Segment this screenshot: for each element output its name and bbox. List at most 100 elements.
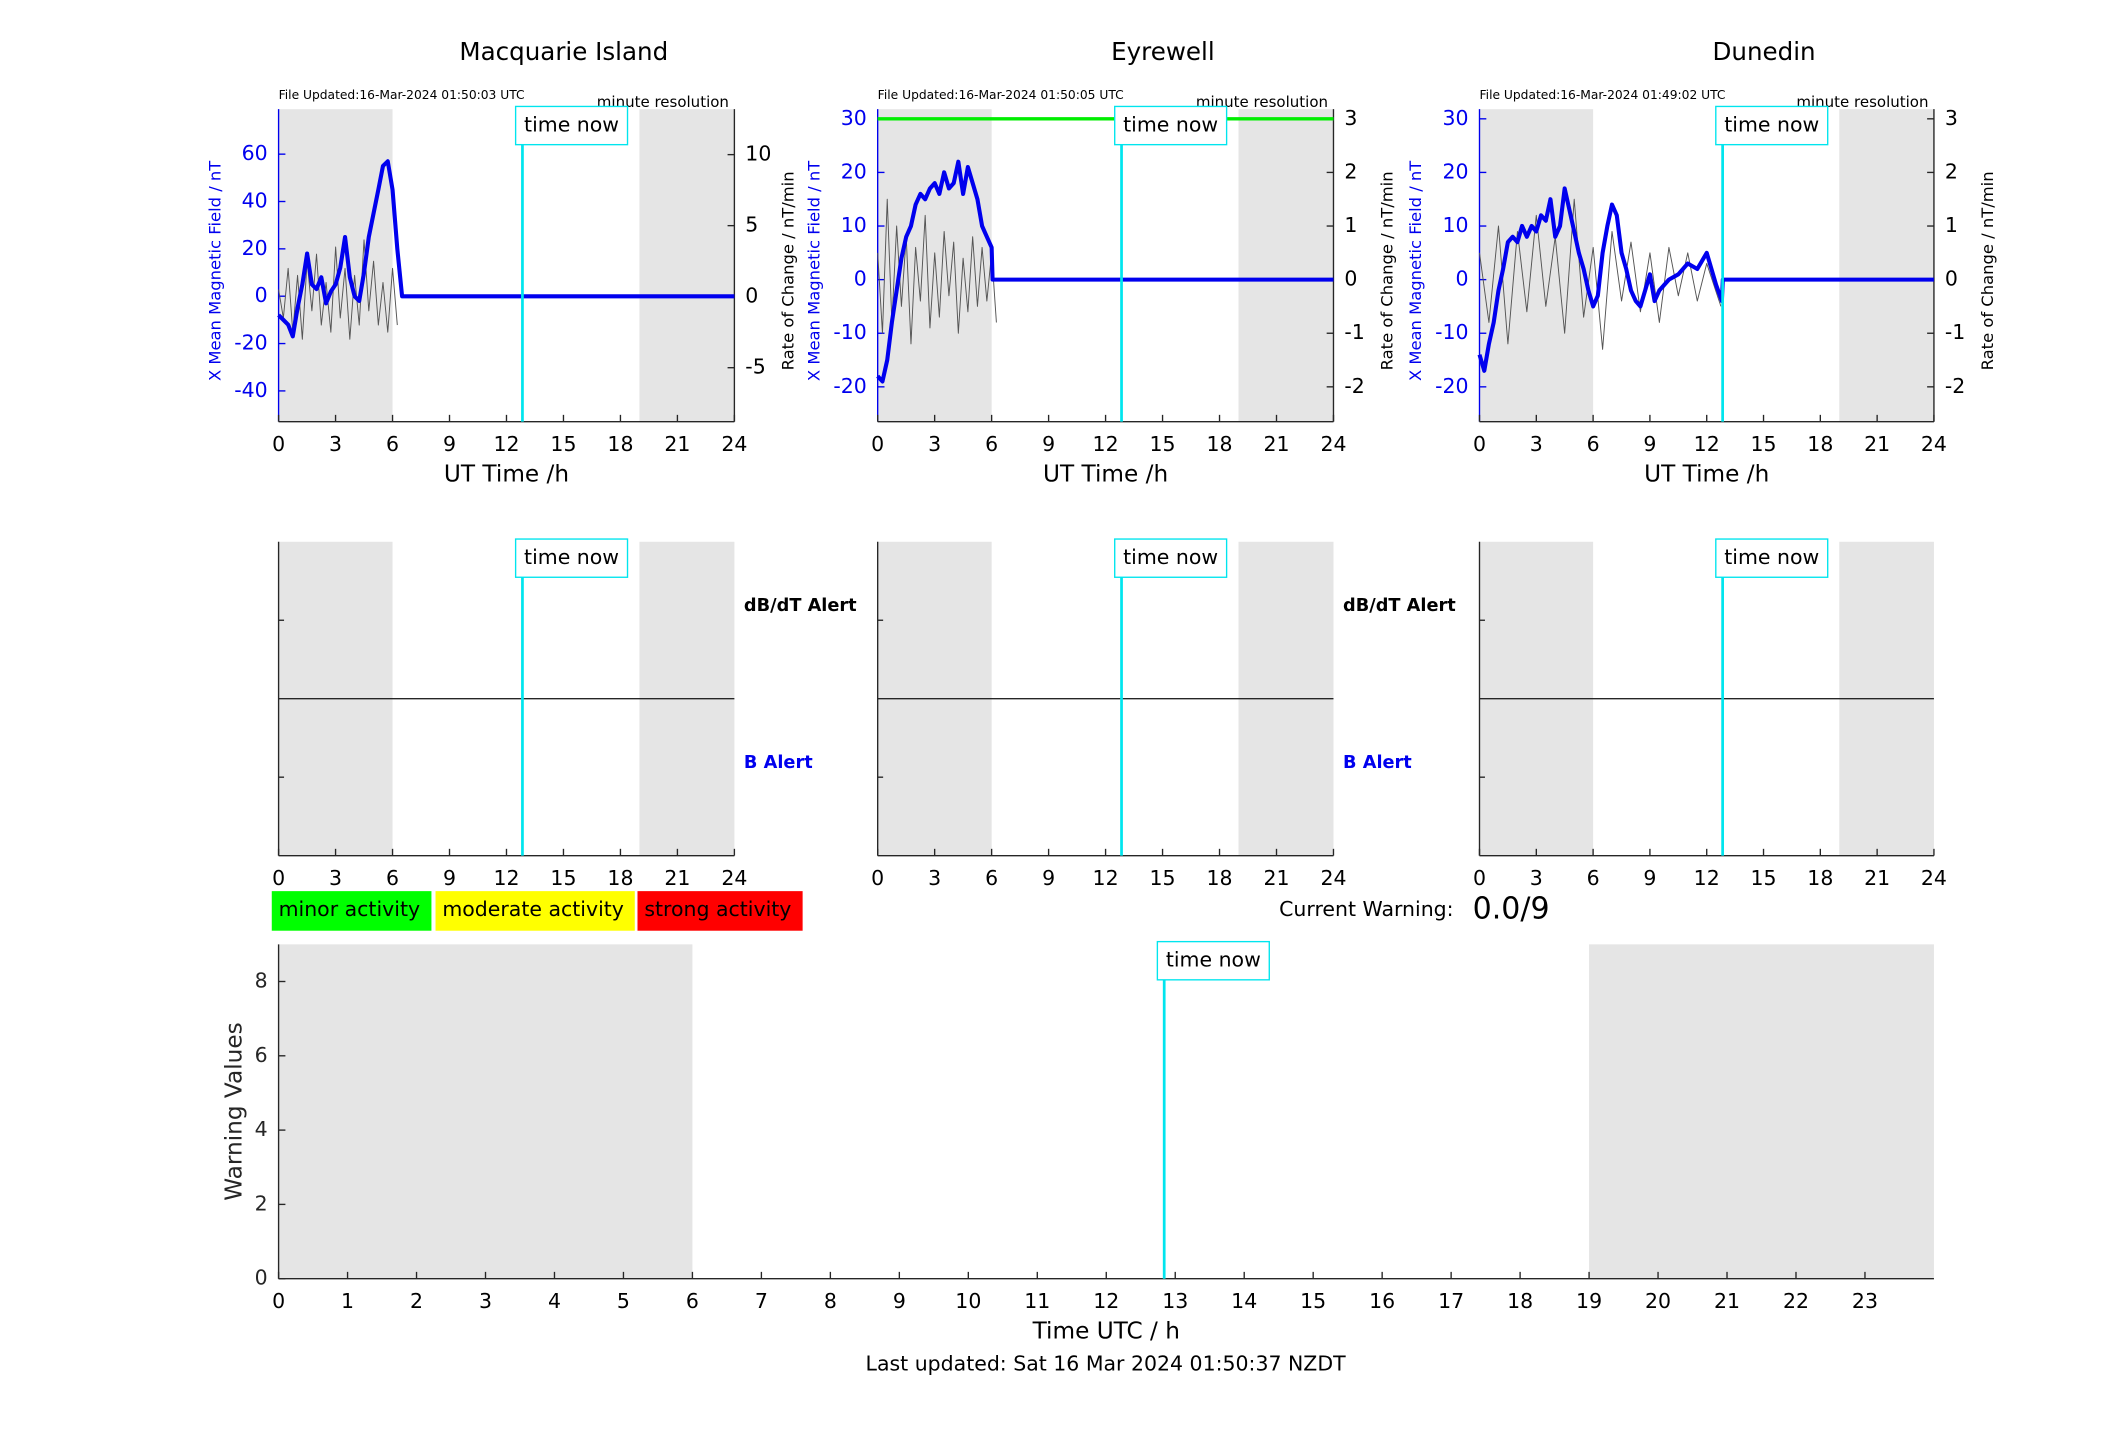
x-tick-label: 19 xyxy=(1576,1289,1602,1313)
y2-tick-label: -5 xyxy=(745,355,765,379)
y-tick-label: 0 xyxy=(854,267,867,291)
y2-tick-label: -1 xyxy=(1945,320,1965,344)
x-tick-label: 3 xyxy=(928,432,941,456)
x-tick-label: 23 xyxy=(1852,1289,1878,1313)
x-tick-label: 6 xyxy=(985,432,998,456)
y-tick-label: 10 xyxy=(1443,213,1469,237)
night-shading xyxy=(1589,944,1934,1279)
x-tick-label: 0 xyxy=(871,432,884,456)
night-shading xyxy=(1839,109,1934,422)
x-tick-label: 0 xyxy=(1473,432,1486,456)
time-now-label: time now xyxy=(1123,545,1218,569)
y2-axis-label: Rate of Change / nT/min xyxy=(1378,171,1397,370)
x-tick-label: 8 xyxy=(824,1289,837,1313)
y2-tick-label: -1 xyxy=(1344,320,1364,344)
x-tick-label: 5 xyxy=(617,1289,630,1313)
y-tick-label: 0 xyxy=(255,1266,268,1290)
x-tick-label: 18 xyxy=(607,866,633,890)
night-shading xyxy=(278,109,393,422)
y-tick-label: 2 xyxy=(255,1191,268,1215)
chart-title: Macquarie Island xyxy=(459,37,668,66)
x-tick-label: 3 xyxy=(329,432,342,456)
y-axis-label: X Mean Magnetic Field / nT xyxy=(1406,160,1425,381)
night-shading xyxy=(278,944,693,1279)
y-tick-label: 0 xyxy=(1456,267,1469,291)
x-tick-label: 15 xyxy=(1150,866,1176,890)
legend-label: moderate activity xyxy=(442,897,624,921)
resolution: minute resolution xyxy=(597,93,729,111)
x-tick-label: 15 xyxy=(1300,1289,1326,1313)
legend-label: strong activity xyxy=(644,897,791,921)
y2-tick-label: 2 xyxy=(1945,159,1958,183)
x-tick-label: 1 xyxy=(341,1289,354,1313)
x-tick-label: 18 xyxy=(607,432,633,456)
time-now-box xyxy=(514,105,629,146)
legend-label: minor activity xyxy=(279,897,421,921)
y2-tick-label: 0 xyxy=(745,284,758,308)
x-tick-label: 15 xyxy=(1150,432,1176,456)
file-updated: File Updated:16-Mar-2024 01:49:02 UTC xyxy=(1480,88,1726,102)
y-tick-label: 60 xyxy=(242,141,268,165)
y-tick-label: -40 xyxy=(234,378,267,402)
time-now-label: time now xyxy=(1166,948,1261,972)
y2-tick-label: 2 xyxy=(1344,159,1357,183)
time-now-label: time now xyxy=(524,113,619,137)
y2-tick-label: 3 xyxy=(1344,106,1357,130)
legend-swatch xyxy=(637,891,803,931)
y-axis-label: Warning Values xyxy=(220,1022,247,1200)
night-shading xyxy=(1238,109,1334,422)
time-now-label: time now xyxy=(1123,113,1218,137)
x-axis-label: UT Time /h xyxy=(1644,460,1769,487)
time-now-box xyxy=(514,538,629,578)
time-now-box xyxy=(1715,538,1829,578)
x-tick-label: 22 xyxy=(1783,1289,1809,1313)
night-shading xyxy=(877,109,992,422)
alert-label: B Alert xyxy=(744,753,813,773)
x-tick-label: 11 xyxy=(1024,1289,1050,1313)
x-tick-label: 15 xyxy=(550,432,576,456)
x-axis-label: Time UTC / h xyxy=(1032,1317,1180,1344)
resolution: minute resolution xyxy=(1796,93,1928,111)
x-tick-label: 21 xyxy=(664,432,690,456)
x-tick-label: 3 xyxy=(1530,432,1543,456)
x-tick-label: 24 xyxy=(1320,866,1346,890)
night-shading xyxy=(1479,109,1594,422)
x-tick-label: 18 xyxy=(1207,866,1233,890)
y2-tick-label: 1 xyxy=(1344,213,1357,237)
time-now-box xyxy=(1715,105,1829,146)
field-line xyxy=(277,159,735,339)
legend-swatch xyxy=(271,891,432,931)
time-now-label: time now xyxy=(1724,113,1819,137)
x-tick-label: 12 xyxy=(1093,1289,1119,1313)
night-shading xyxy=(639,109,735,422)
y2-tick-label: -2 xyxy=(1945,374,1965,398)
y-tick-label: 10 xyxy=(841,213,867,237)
x-tick-label: 21 xyxy=(1263,866,1289,890)
x-tick-label: 9 xyxy=(1643,432,1656,456)
y-tick-label: -20 xyxy=(833,374,866,398)
x-tick-label: 6 xyxy=(386,432,399,456)
x-tick-label: 6 xyxy=(1587,432,1600,456)
x-axis-label: UT Time /h xyxy=(444,460,569,487)
x-tick-label: 6 xyxy=(985,866,998,890)
y-tick-label: -10 xyxy=(833,320,866,344)
footer: Last updated: Sat 16 Mar 2024 01:50:37 N… xyxy=(866,1352,1347,1376)
x-tick-label: 21 xyxy=(1714,1289,1740,1313)
y-tick-label: -20 xyxy=(234,331,267,355)
x-tick-label: 12 xyxy=(493,432,519,456)
time-now-label: time now xyxy=(1724,545,1819,569)
x-tick-label: 13 xyxy=(1162,1289,1188,1313)
x-tick-label: 3 xyxy=(479,1289,492,1313)
field-line xyxy=(876,159,1334,384)
x-tick-label: 9 xyxy=(1643,866,1656,890)
x-tick-label: 24 xyxy=(721,866,747,890)
y2-tick-label: 5 xyxy=(745,213,758,237)
x-tick-label: 0 xyxy=(272,432,285,456)
y-tick-label: 20 xyxy=(841,159,867,183)
x-tick-label: 0 xyxy=(272,1289,285,1313)
y-tick-label: 30 xyxy=(1443,106,1469,130)
x-tick-label: 18 xyxy=(1507,1289,1533,1313)
x-tick-label: 24 xyxy=(721,432,747,456)
current-warning-value: 0.0/9 xyxy=(1473,892,1550,927)
